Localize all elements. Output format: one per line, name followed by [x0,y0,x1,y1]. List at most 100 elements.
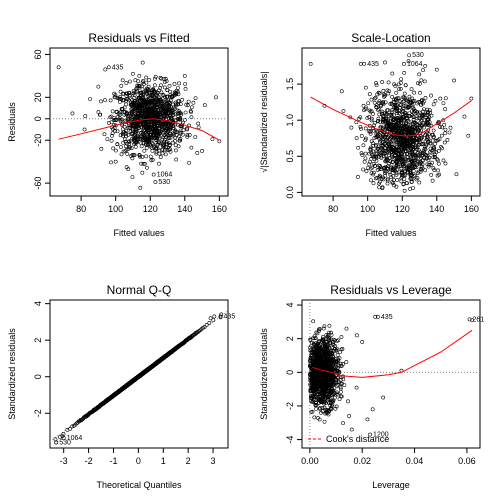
data-point [311,371,315,376]
data-point [144,143,149,147]
data-point [405,145,410,150]
data-point [332,338,337,343]
data-point [157,131,162,136]
data-point [124,99,128,103]
data-point [344,326,349,331]
data-point [83,114,88,118]
data-point [402,104,407,109]
data-point [399,146,404,151]
data-point [129,138,133,143]
x-tick-label: 100 [360,204,375,214]
data-point [70,424,75,429]
data-point [150,113,154,117]
data-point [138,154,142,159]
data-point [418,116,423,121]
data-point [420,141,425,146]
y-axis-label: Standardized residuals [259,328,269,420]
data-point [416,169,421,174]
data-point [122,137,127,142]
data-point [394,96,398,101]
data-point [361,167,365,172]
data-point [130,122,135,127]
data-point [174,157,179,162]
data-point [308,61,313,66]
data-point [168,116,173,121]
data-point [379,167,384,172]
data-point [140,60,145,65]
data-point [363,151,368,156]
y-tick-label: 2 [285,336,295,341]
data-point [324,374,329,379]
data-point [386,80,391,85]
data-point [316,392,321,396]
data-point [321,338,326,343]
data-point [322,394,327,398]
data-point [443,107,448,112]
data-point [419,118,424,123]
data-point [177,110,182,115]
data-point [159,120,163,125]
data-point [365,417,370,422]
data-point [436,168,440,173]
data-point [415,122,419,127]
data-point [375,176,380,180]
data-point [385,156,389,161]
data-point [412,90,417,95]
data-point [433,141,437,146]
data-point [368,166,373,171]
data-point [378,120,383,124]
data-point [327,352,332,357]
data-point [102,132,107,137]
x-tick-label: 140 [177,204,192,214]
smoother-line [58,118,220,141]
data-point [157,114,162,119]
data-point [180,97,185,102]
data-point [214,95,218,100]
data-point [375,133,380,138]
data-point [158,155,163,160]
data-point [411,148,416,152]
data-point [316,397,321,402]
data-point [391,167,396,171]
data-point [389,153,394,158]
data-point [322,405,327,410]
data-point [107,121,111,125]
data-point [409,172,414,177]
data-point [359,126,363,131]
data-point [448,125,453,130]
data-point [416,100,421,104]
data-point [356,174,360,179]
data-point [371,172,376,177]
data-point [132,104,137,109]
data-point [150,157,155,162]
data-point [376,116,381,121]
data-point [401,106,406,111]
plot-frame [49,299,229,449]
data-point [377,151,382,156]
data-point [135,117,140,122]
data-point [159,90,164,95]
data-point [315,371,320,376]
data-point [432,152,437,157]
data-point [325,391,330,396]
data-point [123,144,128,149]
data-point [322,419,327,424]
data-point [312,415,317,420]
data-point [160,92,165,97]
data-point [425,135,430,140]
data-point [327,330,331,335]
data-point [409,101,414,105]
data-point [374,142,379,147]
data-point [153,136,158,140]
data-point [126,90,131,95]
data-point [380,80,385,84]
data-point [162,85,167,90]
data-point [143,107,147,112]
data-point [170,113,175,118]
data-point [391,99,396,104]
data-point [109,160,113,165]
point-label: 435 [224,313,236,320]
y-tick-label: 0.5 [285,150,295,163]
data-point [140,170,145,175]
data-point [314,363,318,368]
